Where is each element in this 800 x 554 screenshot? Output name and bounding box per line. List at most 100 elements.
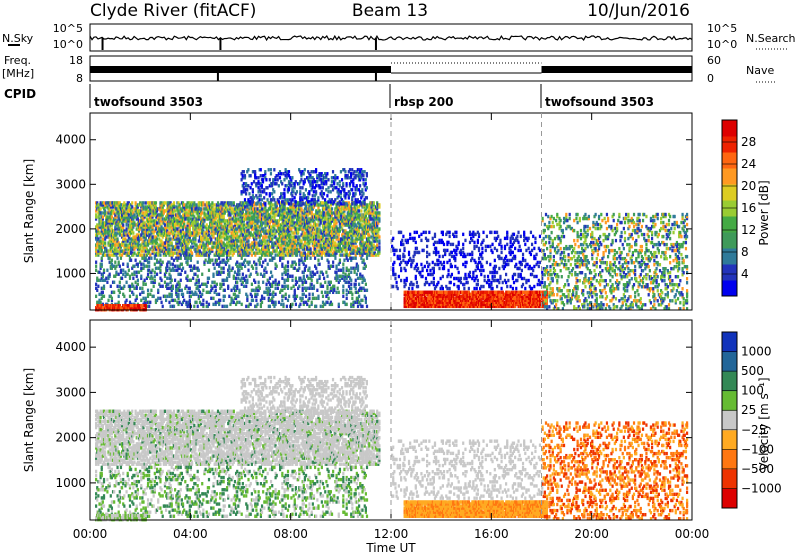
power-cell <box>238 251 241 255</box>
power-cell <box>205 227 208 231</box>
power-cell <box>152 211 155 215</box>
power-cell <box>179 237 182 241</box>
power-cell <box>109 205 112 209</box>
power-cell <box>126 247 129 251</box>
power-cell <box>136 217 139 221</box>
power-cell <box>209 227 212 231</box>
power-cell <box>192 227 195 231</box>
power-cell <box>227 213 230 217</box>
power-cell <box>106 225 109 229</box>
power-cell <box>140 298 143 303</box>
power-cell <box>114 225 117 229</box>
power-cell <box>236 223 239 227</box>
power-cell <box>172 251 176 255</box>
power-cell <box>157 245 160 249</box>
power-cell <box>178 241 181 245</box>
power-cell <box>198 290 202 295</box>
power-cell <box>201 272 204 276</box>
power-cell <box>242 229 246 233</box>
power-cell <box>100 215 103 219</box>
power-cell <box>181 231 185 235</box>
power-cell <box>265 231 268 235</box>
power-cell <box>111 205 115 209</box>
power-cell <box>211 245 214 249</box>
power-cell <box>240 239 243 243</box>
power-cell <box>218 225 221 229</box>
power-cell <box>206 239 209 243</box>
power-cell <box>247 251 250 255</box>
power-cell <box>180 209 184 213</box>
power-cell <box>144 209 147 213</box>
power-cell <box>218 243 221 247</box>
power-cell <box>239 249 242 253</box>
power-cell <box>284 241 287 245</box>
power-cell <box>181 245 185 249</box>
power-cell <box>116 251 119 255</box>
power-cell <box>163 225 167 229</box>
power-cell <box>119 217 123 221</box>
power-cell <box>154 266 158 270</box>
power-cell <box>234 249 238 253</box>
power-cell <box>162 253 165 257</box>
power-cell <box>153 205 156 209</box>
power-cell <box>228 217 231 221</box>
power-cell <box>187 229 190 233</box>
power-cell <box>171 262 174 266</box>
power-cell <box>176 237 179 241</box>
power-cell <box>111 201 115 205</box>
power-cell <box>252 180 256 184</box>
power-cell <box>236 239 239 243</box>
power-cell <box>222 219 225 223</box>
power-cell <box>280 192 283 196</box>
power-cell <box>166 245 169 249</box>
power-cell <box>210 211 213 215</box>
power-cell <box>244 229 247 233</box>
power-cell <box>214 213 217 217</box>
power-cell <box>292 190 295 194</box>
power-cell <box>259 202 262 206</box>
power-cell <box>151 213 154 217</box>
power-cell <box>131 227 134 231</box>
power-cell <box>275 205 278 209</box>
power-cell <box>207 213 211 217</box>
power-cell <box>255 176 258 180</box>
power-cell <box>274 231 277 235</box>
power-cell <box>143 223 146 227</box>
power-cell <box>241 213 244 217</box>
power-cell <box>233 211 237 215</box>
power-cell <box>234 213 238 217</box>
power-cell <box>223 209 226 213</box>
power-cell <box>281 182 284 186</box>
power-cell <box>199 239 203 243</box>
power-cell <box>98 270 101 274</box>
power-cell <box>178 221 181 225</box>
power-cell <box>180 219 184 223</box>
power-cell <box>210 205 213 209</box>
power-cell <box>106 211 109 215</box>
power-cell <box>281 241 284 245</box>
power-cell <box>111 219 115 223</box>
power-cell <box>205 284 208 288</box>
power-cell <box>237 217 240 221</box>
power-cell <box>117 294 120 299</box>
power-cell <box>118 290 121 295</box>
power-cell <box>185 207 188 211</box>
power-cell <box>209 215 212 219</box>
power-cell <box>97 211 100 215</box>
power-cell <box>188 223 191 227</box>
power-cell <box>133 207 136 211</box>
power-cell <box>119 229 123 233</box>
power-cell <box>274 202 277 206</box>
power-cell <box>210 213 213 217</box>
power-cell <box>187 256 190 260</box>
power-cell <box>154 213 158 217</box>
power-cell <box>274 241 277 245</box>
power-cell <box>239 221 242 225</box>
power-cell <box>267 253 270 257</box>
power-cell <box>318 209 321 213</box>
power-cell <box>146 221 150 225</box>
power-cell <box>128 249 132 253</box>
power-cell <box>300 207 303 211</box>
power-cell <box>294 180 297 184</box>
power-cell <box>351 168 354 172</box>
